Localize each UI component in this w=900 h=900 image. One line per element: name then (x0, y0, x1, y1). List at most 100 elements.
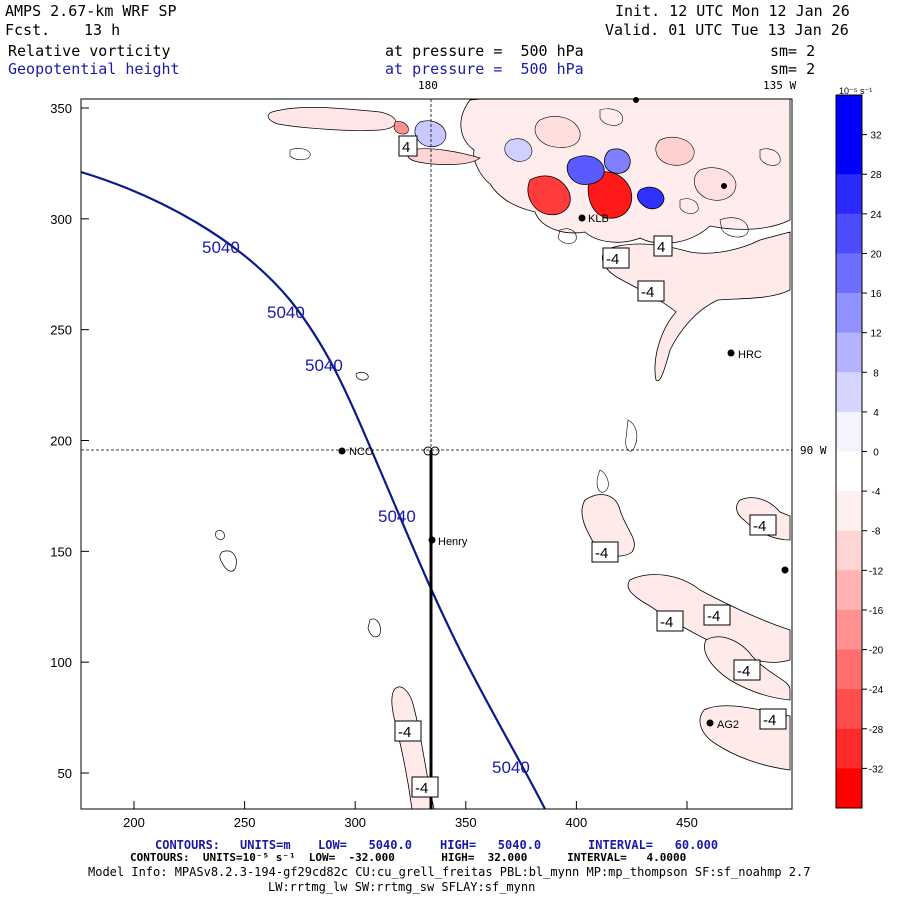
y-tick-label: 250 (50, 323, 72, 338)
meridian-135w-label: 135 W (763, 79, 797, 92)
cross-section-start-marker-2 (430, 446, 440, 456)
colorbar-tick-label: -28 (869, 725, 884, 736)
colorbar-tick-label: 8 (873, 368, 879, 379)
model-info-2: LW:rrtmg_lw SW:rrtmg_sw SFLAY:sf_mynn (268, 880, 536, 894)
vorticity-labels: 4 -4 4 -4 -4 -4 -4 -4 -4 -4 -4 -4 (394, 135, 787, 798)
field2-name: Geopotential height (8, 60, 180, 78)
footer-line1-interval: INTERVAL= 60.000 (588, 838, 719, 852)
colorbar-swatch (836, 332, 862, 373)
colorbar-tick-label: -20 (869, 646, 884, 657)
vort-box: -4 (591, 541, 619, 563)
y-tick-label: 200 (50, 434, 72, 449)
colorbar-swatch (836, 134, 862, 175)
y-tick-label: 350 (50, 101, 72, 116)
colorbar-tick-label: -8 (872, 527, 881, 538)
meridian-90w-label: 90 W (800, 444, 827, 457)
footer-line2: CONTOURS: UNITS=10⁻⁵ s⁻¹ LOW= -32.000 HI… (130, 851, 687, 864)
vort-box: -4 (637, 280, 665, 302)
colorbar-tick-label: 32 (870, 131, 882, 142)
colorbar-swatch (836, 609, 862, 651)
colorbar-swatch (836, 530, 862, 571)
svg-text:-4: -4 (737, 663, 750, 680)
y-tick-label: 100 (50, 655, 72, 670)
forecast-label: Fcst. (5, 21, 51, 39)
axis-ticks: 200 250 300 350 400 450 350 300 250 200 150 100 50 (50, 101, 698, 830)
station-label: HRC (738, 349, 762, 361)
svg-text:-4: -4 (763, 712, 776, 729)
svg-text:-4: -4 (753, 518, 766, 535)
colorbar-swatch (836, 95, 862, 136)
colorbar-tick-label: 4 (873, 408, 879, 419)
station-label: Henry (438, 536, 468, 548)
colorbar-swatch (836, 649, 862, 690)
init-time: Init. 12 UTC Mon 12 Jan 26 (615, 2, 850, 20)
svg-text:-4: -4 (415, 780, 428, 797)
colorbar-tick-label: -12 (869, 566, 884, 577)
station-label: AG2 (717, 719, 739, 731)
colorbar-swatch (836, 411, 862, 452)
model-title: AMPS 2.67-km WRF SP (5, 2, 177, 20)
svg-text:-4: -4 (660, 614, 673, 631)
colorbar-tick-label: -32 (869, 764, 884, 775)
colorbar: 32 28 24 20 16 12 8 4 0 -4 -8 -12 -16 -20 -24 -28 -32 10⁻… (835, 86, 884, 809)
vorticity-field (215, 99, 791, 809)
svg-text:4: 4 (402, 139, 410, 156)
colorbar-tick-label: 28 (870, 170, 882, 181)
colorbar-unit: 10⁻⁵ s⁻¹ (839, 86, 872, 96)
colorbar-tick-label: 12 (870, 329, 882, 340)
svg-text:-4: -4 (595, 545, 608, 562)
footer-line1-contours: CONTOURS: (155, 838, 221, 852)
geopotential-5040-contour (81, 170, 546, 809)
colorbar-swatch (836, 768, 862, 809)
vort-box: -4 (394, 720, 422, 742)
vort-box: -4 (749, 514, 777, 536)
height-label: 5040 (305, 356, 343, 375)
colorbar-swatch (836, 570, 862, 611)
vort-box: -4 (656, 610, 684, 632)
colorbar-swatch (836, 213, 862, 254)
colorbar-tick-label: -4 (872, 487, 881, 498)
svg-text:-4: -4 (641, 284, 654, 301)
height-labels: 5040 5040 5040 5040 5040 (202, 238, 530, 777)
x-tick-label: 300 (344, 815, 366, 830)
colorbar-swatch (836, 491, 862, 532)
colorbar-swatch (836, 253, 862, 294)
x-tick-label: 350 (455, 815, 477, 830)
vort-box: -4 (759, 708, 787, 730)
y-tick-label: 150 (50, 544, 72, 559)
field1-smoothing: sm= 2 (770, 42, 816, 60)
colorbar-swatch (836, 689, 862, 730)
field1-name: Relative vorticity (8, 42, 171, 60)
height-label: 5040 (267, 303, 305, 322)
colorbar-tick-label: -16 (869, 606, 884, 617)
vort-box: 4 (398, 135, 418, 157)
cross-section-start-marker (423, 446, 433, 456)
plot-frame (80, 98, 793, 810)
station-label: KLB (588, 213, 609, 225)
svg-text:-4: -4 (707, 608, 720, 625)
model-info: Model Info: MPASv8.2.3-194-gf29cd82c CU:… (88, 865, 811, 879)
colorbar-swatch (836, 293, 862, 334)
field2-smoothing: sm= 2 (770, 60, 816, 78)
station-label: NCO (349, 446, 374, 458)
vort-box: 4 (653, 235, 673, 257)
field2-level: at pressure = 500 hPa (385, 60, 584, 78)
y-tick-label: 300 (50, 212, 72, 227)
field1-level: at pressure = 500 hPa (385, 42, 584, 60)
x-tick-label: 450 (676, 815, 698, 830)
colorbar-tick-label: 0 (873, 448, 879, 459)
y-tick-label: 50 (58, 766, 72, 781)
colorbar-swatch (836, 728, 862, 769)
meridian-180-label: 180 (418, 79, 438, 92)
footer-line1-low: LOW= 5040.0 (318, 838, 412, 852)
height-label: 5040 (492, 758, 530, 777)
footer-line1-units: UNITS=m (240, 838, 291, 852)
colorbar-tick-label: 24 (870, 210, 882, 221)
vort-box: -4 (602, 247, 630, 269)
svg-text:-4: -4 (398, 724, 411, 741)
colorbar-tick-label: 20 (870, 249, 882, 260)
colorbar-swatch (836, 451, 862, 492)
height-label: 5040 (378, 507, 416, 526)
vort-box: -4 (703, 604, 731, 626)
